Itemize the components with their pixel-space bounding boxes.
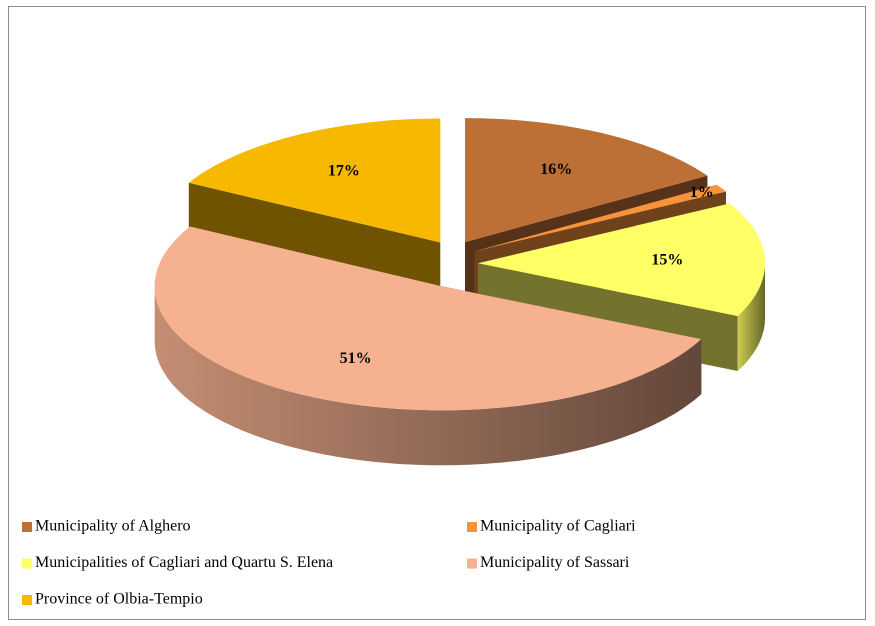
- legend-label: Municipality of Sassari: [480, 554, 630, 571]
- slice-wall: [737, 263, 765, 371]
- legend-label: Municipality of Alghero: [35, 518, 191, 535]
- legend-label: Municipalities of Cagliari and Quartu S.…: [35, 554, 333, 571]
- legend-swatch: [22, 522, 32, 532]
- legend-swatch: [22, 558, 32, 569]
- data-label: 16%: [540, 161, 572, 178]
- legend-label: Province of Olbia-Tempio: [35, 591, 203, 608]
- data-label: 15%: [651, 251, 683, 268]
- legend-label: Municipality of Cagliari: [480, 518, 636, 535]
- pie-slice: [154, 226, 702, 411]
- pie-slice: [465, 118, 708, 243]
- pie-slice: [188, 118, 441, 243]
- slice-wall: [154, 286, 702, 466]
- slice-side: [188, 182, 441, 298]
- legend-swatch: [467, 558, 477, 569]
- pie-slice: [478, 203, 765, 316]
- legend-swatch: [467, 522, 477, 532]
- data-label: 1%: [690, 184, 714, 201]
- pie-slice: [474, 184, 726, 252]
- data-label: 17%: [328, 163, 360, 180]
- legend-swatch: [22, 595, 32, 605]
- data-label: 51%: [340, 350, 372, 367]
